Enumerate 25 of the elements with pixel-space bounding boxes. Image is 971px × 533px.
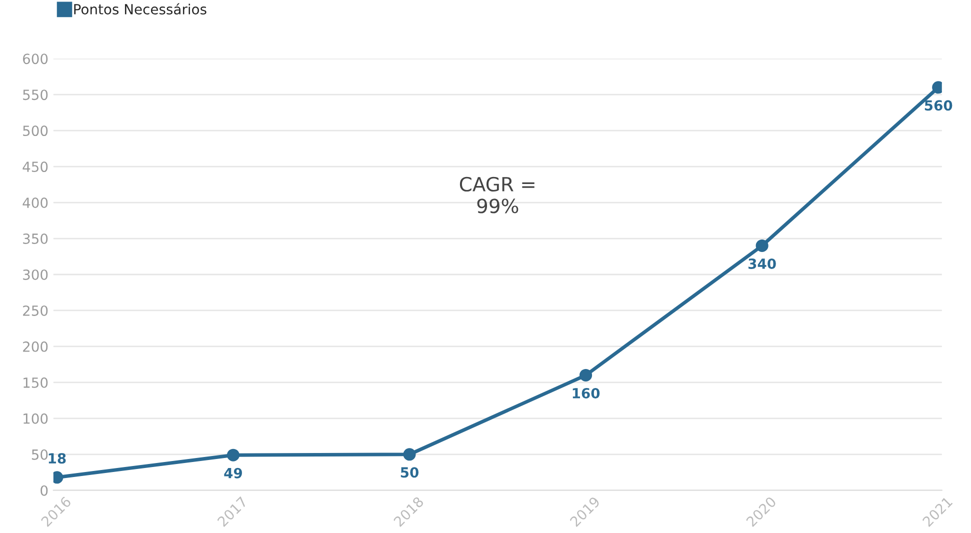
data-label: 50 bbox=[400, 467, 418, 478]
point bbox=[756, 239, 768, 252]
annotation: CAGR = 99% bbox=[460, 176, 534, 214]
y-tick-label: 500 bbox=[23, 126, 48, 136]
y-tick-label: 50 bbox=[32, 449, 48, 460]
data-label: 49 bbox=[224, 468, 242, 478]
point bbox=[580, 368, 592, 382]
y-tick-label: 250 bbox=[23, 305, 48, 316]
legend-label: Pontos Necessários bbox=[74, 3, 206, 14]
y-tick-label: 550 bbox=[23, 90, 48, 100]
y-tick-label: 300 bbox=[23, 269, 48, 280]
y-tick-label: 450 bbox=[22, 162, 48, 172]
point bbox=[226, 448, 240, 462]
y-tick-label: 100 bbox=[24, 413, 48, 424]
y-tick-label: 200 bbox=[23, 341, 48, 352]
data-label: 340 bbox=[748, 258, 776, 269]
y-tick-label: 600 bbox=[23, 54, 48, 64]
y-tick-label: 150 bbox=[24, 377, 48, 388]
data-label: 560 bbox=[924, 100, 952, 111]
y-tick-label: 0 bbox=[40, 485, 48, 496]
data-label: 160 bbox=[572, 388, 600, 398]
y-tick-label: 400 bbox=[22, 198, 48, 208]
point bbox=[403, 448, 416, 461]
data-label: 18 bbox=[48, 453, 66, 464]
y-tick-label: 350 bbox=[23, 233, 48, 244]
